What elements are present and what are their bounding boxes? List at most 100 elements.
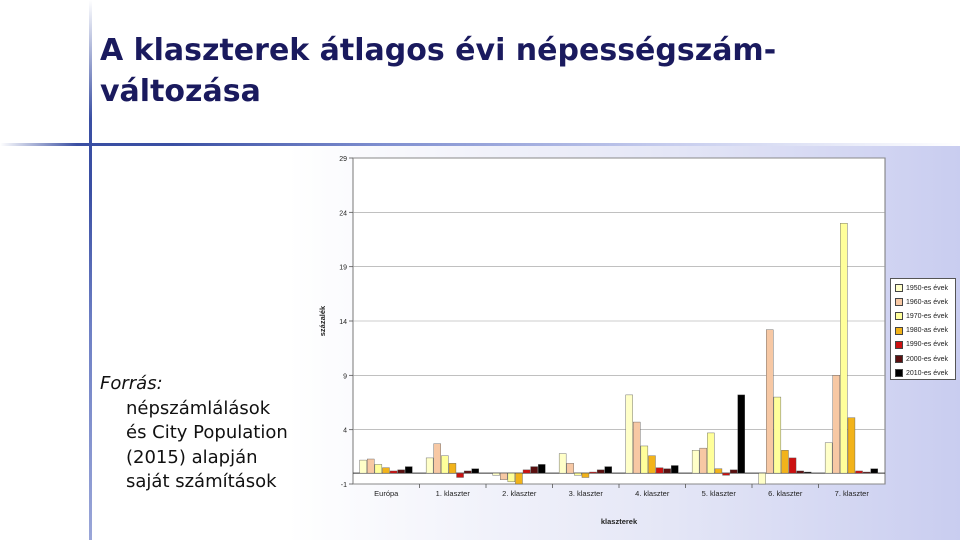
- bar: [589, 471, 597, 474]
- bar: [367, 458, 375, 474]
- legend-swatch: [895, 369, 903, 378]
- legend-swatch: [895, 312, 903, 321]
- x-tick-label: Európa: [374, 489, 399, 498]
- bar: [515, 472, 523, 485]
- bar: [596, 469, 605, 474]
- legend-item: 1980-as évek: [895, 324, 955, 338]
- bar: [448, 463, 457, 474]
- title-band: [0, 0, 960, 145]
- x-tick-label: 6. klaszter: [768, 489, 803, 498]
- legend-label: 1990-es évek: [906, 341, 949, 349]
- legend-item: 1990-es évek: [895, 338, 955, 352]
- legend-label: 2000-es évek: [906, 355, 949, 363]
- decorative-horizontal-line: [0, 143, 960, 146]
- legend-swatch: [895, 284, 903, 293]
- bar: [758, 472, 766, 485]
- legend-label: 2010-es évek: [906, 369, 949, 377]
- x-tick-label: 3. klaszter: [569, 489, 604, 498]
- source-label: Forrás:: [100, 373, 163, 394]
- bar: [538, 464, 546, 474]
- legend-item: 2000-es évek: [895, 352, 955, 366]
- bar: [425, 457, 434, 474]
- x-tick-label: 5. klaszter: [702, 489, 737, 498]
- bar: [766, 329, 774, 474]
- x-tick-label: 2. klaszter: [502, 489, 537, 498]
- bar: [405, 466, 413, 474]
- bar: [604, 466, 612, 474]
- bar: [862, 471, 871, 474]
- bar: [574, 472, 582, 476]
- bar: [699, 447, 707, 474]
- legend-swatch: [895, 326, 903, 335]
- legend-item: 1960-as évek: [895, 295, 955, 309]
- bar: [633, 421, 641, 474]
- bar: [492, 472, 500, 476]
- y-tick-label: 14: [339, 319, 347, 326]
- bar: [433, 443, 441, 474]
- x-axis-label: klaszterek: [601, 517, 638, 526]
- x-tick-label: 1. klaszter: [436, 489, 471, 498]
- bar: [804, 471, 812, 474]
- bar: [691, 450, 700, 474]
- legend-swatch: [895, 298, 903, 307]
- legend-label: 1980-as évek: [906, 327, 949, 335]
- bar: [397, 469, 405, 474]
- bar: [781, 450, 789, 474]
- bar: [566, 463, 574, 474]
- y-tick-label: 29: [339, 156, 347, 163]
- bar: [648, 455, 656, 474]
- y-tick-label: 19: [339, 265, 347, 272]
- bar: [522, 469, 531, 474]
- y-axis-label: százalék: [318, 305, 327, 336]
- x-tick-label: 7. klaszter: [835, 489, 870, 498]
- bar: [558, 453, 567, 474]
- bar: [788, 457, 797, 474]
- bar: [359, 459, 367, 474]
- bar: [389, 470, 398, 474]
- bar: [640, 445, 649, 474]
- bar: [796, 470, 804, 474]
- legend-swatch: [895, 355, 903, 364]
- bar: [722, 472, 730, 476]
- bar: [441, 455, 449, 474]
- y-tick-label: 24: [339, 210, 347, 217]
- legend-item: 1950-es évek: [895, 281, 955, 295]
- bar: [832, 375, 840, 474]
- bar: [824, 442, 833, 474]
- legend-swatch: [895, 340, 903, 349]
- bar: [773, 396, 782, 474]
- bar: [382, 467, 390, 474]
- legend-item: 1970-es évek: [895, 309, 955, 323]
- bar: [625, 394, 633, 474]
- bar: [463, 470, 472, 474]
- bar: [500, 472, 508, 480]
- bar: [707, 432, 715, 474]
- bar: [870, 468, 878, 474]
- source-note: Forrás: népszámlálások és City Populatio…: [100, 372, 290, 495]
- bar: [663, 468, 671, 474]
- legend-label: 1960-as évek: [906, 298, 949, 306]
- legend-label: 1950-es évek: [906, 284, 949, 292]
- bar: [507, 472, 516, 483]
- bar: [847, 417, 856, 474]
- source-text: népszámlálások és City Population (2015)…: [126, 397, 288, 493]
- legend-label: 1970-es évek: [906, 312, 949, 320]
- decorative-vertical-line: [89, 0, 92, 540]
- x-tick-label: 4. klaszter: [635, 489, 670, 498]
- bar: [855, 470, 863, 474]
- bar: [714, 468, 723, 474]
- slide-title: A klaszterek átlagos évi népességszám-vá…: [100, 33, 777, 109]
- bar: [581, 472, 590, 478]
- y-tick-label: 4: [343, 428, 347, 435]
- bar: [729, 469, 738, 474]
- bar: [471, 468, 479, 474]
- chart-legend: 1950-es évek 1960-as évek 1970-es évek 1980…: [890, 278, 956, 380]
- bar: [374, 464, 383, 474]
- bar: [456, 472, 464, 478]
- bar: [655, 467, 664, 474]
- bar: [530, 466, 538, 474]
- y-tick-label: 9: [343, 373, 347, 380]
- bar: [737, 394, 745, 474]
- legend-item: 2010-es évek: [895, 366, 955, 380]
